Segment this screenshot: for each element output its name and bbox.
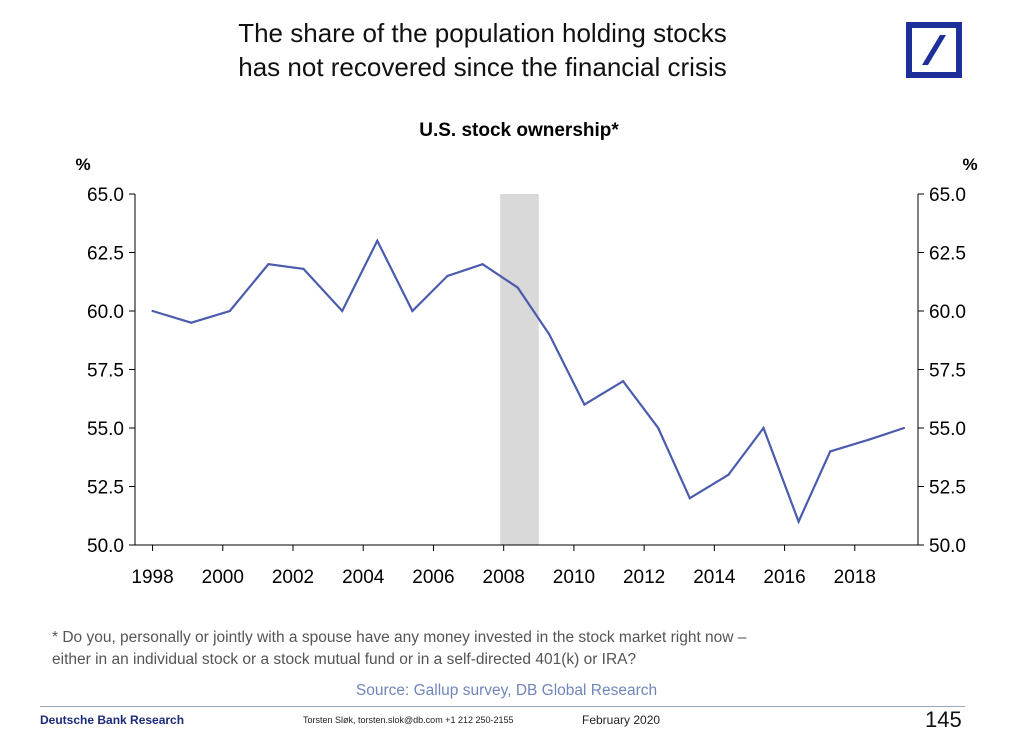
- data-point: [727, 473, 730, 476]
- data-point: [302, 267, 305, 270]
- data-point: [411, 309, 414, 313]
- data-point: [516, 286, 519, 289]
- data-point: [688, 497, 691, 500]
- y-tick-label-right: 55.0: [929, 419, 966, 440]
- series-line: [152, 238, 905, 525]
- y-tick-label-left: 62.5: [87, 244, 124, 265]
- data-point: [829, 450, 832, 453]
- y-tick-label-right: 65.0: [929, 185, 966, 206]
- data-point: [151, 309, 154, 313]
- y-tick-label-right: 50.0: [929, 536, 966, 557]
- data-point: [762, 426, 765, 430]
- footnote-line-1: * Do you, personally or jointly with a s…: [52, 629, 747, 646]
- footnote: * Do you, personally or jointly with a s…: [52, 627, 982, 671]
- headline-line-1: The share of the population holding stoc…: [238, 18, 727, 48]
- deutsche-bank-logo-icon: [906, 22, 962, 78]
- data-point: [376, 239, 379, 242]
- data-point: [446, 274, 449, 277]
- y-axis-right-unit: %: [962, 155, 977, 174]
- x-tick-label: 2014: [693, 567, 736, 588]
- data-point: [797, 520, 800, 523]
- x-tick-label: 1998: [131, 567, 173, 588]
- data-point: [621, 380, 625, 383]
- x-tick-label: 2016: [763, 567, 805, 588]
- y-tick-label-right: 52.5: [929, 478, 966, 499]
- x-tick-label: 2008: [483, 567, 525, 588]
- data-point: [481, 263, 484, 266]
- y-tick-label-left: 52.5: [87, 478, 124, 499]
- x-tick-label: 2000: [202, 567, 244, 588]
- headline-line-2: has not recovered since the financial cr…: [238, 52, 727, 82]
- chart-title: U.S. stock ownership*: [419, 120, 619, 141]
- data-point: [228, 309, 231, 313]
- footer-divider: [40, 706, 965, 707]
- footer-publisher: Deutsche Bank Research: [40, 713, 185, 727]
- data-point: [657, 426, 660, 430]
- data-point: [902, 426, 906, 430]
- y-tick-label-left: 57.5: [87, 361, 124, 382]
- page-number: 145: [925, 707, 962, 732]
- y-tick-label-left: 55.0: [87, 419, 124, 440]
- footer-date: February 2020: [582, 713, 661, 727]
- line-chart: U.S. stock ownership* % % 50.0 50.0 52.5 52…: [75, 120, 977, 588]
- y-tick-label-left: 65.0: [87, 185, 124, 206]
- y-axis-left-unit: %: [75, 155, 90, 174]
- source-note: Source: Gallup survey, DB Global Researc…: [355, 682, 658, 699]
- x-tick-label: 2004: [342, 567, 385, 588]
- headline: The share of the population holding stoc…: [150, 16, 815, 84]
- y-tick-label-right: 62.5: [929, 244, 966, 265]
- x-tick-label: 2006: [412, 567, 454, 588]
- y-tick-label-left: 50.0: [87, 536, 124, 557]
- data-point: [267, 263, 270, 266]
- data-point: [190, 321, 193, 324]
- data-point: [583, 403, 586, 406]
- y-tick-label-right: 57.5: [929, 361, 966, 382]
- x-tick-label: 2002: [272, 567, 314, 588]
- x-tick-label: 2012: [623, 567, 665, 588]
- recession-shading: [500, 194, 539, 545]
- footer-contact: Torsten Sløk, torsten.slok@db.com +1 212…: [303, 715, 514, 725]
- footnote-line-2: either in an individual stock or a stock…: [52, 651, 637, 668]
- x-tick-label: 2018: [834, 567, 876, 588]
- y-tick-label-left: 60.0: [87, 302, 124, 323]
- data-point: [341, 309, 344, 313]
- x-tick-label: 2010: [553, 567, 595, 588]
- data-point: [867, 438, 870, 441]
- data-point: [548, 333, 551, 336]
- y-tick-label-right: 60.0: [929, 302, 966, 323]
